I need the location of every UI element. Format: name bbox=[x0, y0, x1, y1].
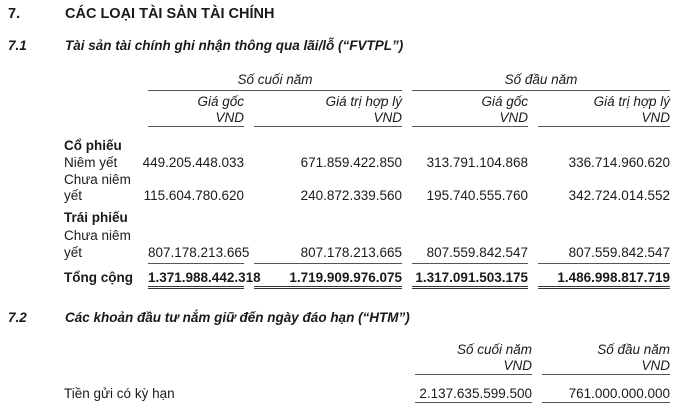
total-value: 1.719.909.976.075 bbox=[254, 270, 402, 289]
htm-row-label: Tiền gửi có kỳ hạn bbox=[64, 386, 175, 401]
col-header: Giá trị hợp lý VND bbox=[538, 94, 670, 127]
col-header-unit: VND bbox=[373, 110, 402, 125]
htm-col-header: Số cuối năm VND bbox=[415, 342, 532, 375]
col-header-unit: VND bbox=[641, 110, 670, 125]
subsection-number: 7.1 bbox=[8, 38, 27, 53]
unlisted-label: Chưa niêm bbox=[64, 172, 131, 187]
section-number: 7. bbox=[8, 6, 21, 22]
col-header-label: Giá gốc bbox=[481, 94, 528, 109]
section-title: CÁC LOẠI TÀI SẢN TÀI CHÍNH bbox=[65, 6, 275, 22]
listed-value: 336.714.960.620 bbox=[568, 155, 670, 170]
bonds-unlisted-label: yết bbox=[64, 245, 83, 260]
col-header-label: Giá trị hợp lý bbox=[593, 94, 670, 109]
unlisted-value: 240.872.339.560 bbox=[300, 188, 402, 203]
bonds-value: 807.178.213.665 bbox=[254, 245, 402, 264]
col-header: Giá gốc VND bbox=[412, 94, 528, 127]
col-header-label: Số cuối năm bbox=[456, 342, 532, 357]
subsection-title: Các khoản đầu tư nắm giữ đến ngày đáo hạ… bbox=[65, 310, 410, 325]
htm-row-value: 761.000.000.000 bbox=[542, 386, 670, 403]
col-header-label: Giá gốc bbox=[197, 94, 244, 109]
subsection-number: 7.2 bbox=[8, 310, 27, 325]
subsection-title: Tài sản tài chính ghi nhận thông qua lãi… bbox=[65, 38, 404, 53]
unlisted-label: yết bbox=[64, 188, 83, 203]
unlisted-value: 342.724.014.552 bbox=[568, 188, 670, 203]
listed-value: 313.791.104.868 bbox=[426, 155, 528, 170]
bonds-value: 807.559.842.547 bbox=[538, 245, 670, 264]
col-header: Giá gốc VND bbox=[148, 94, 244, 127]
total-value: 1.317.091.503.175 bbox=[412, 270, 528, 289]
htm-col-header: Số đầu năm VND bbox=[542, 342, 670, 375]
col-header-unit: VND bbox=[215, 110, 244, 125]
col-header-unit: VND bbox=[499, 110, 528, 125]
total-value: 1.371.988.442.318 bbox=[148, 270, 261, 289]
unlisted-value: 115.604.780.620 bbox=[143, 188, 244, 203]
listed-label: Niêm yết bbox=[64, 155, 118, 170]
col-header-unit: VND bbox=[641, 358, 670, 373]
col-header: Giá trị hợp lý VND bbox=[254, 94, 402, 127]
listed-value: 671.859.422.850 bbox=[300, 155, 402, 170]
stocks-label: Cổ phiếu bbox=[64, 138, 122, 153]
bonds-label: Trái phiếu bbox=[64, 210, 128, 225]
total-label: Tổng cộng bbox=[64, 270, 133, 285]
unlisted-value: 195.740.555.760 bbox=[426, 188, 528, 203]
bonds-unlisted-label: Chưa niêm bbox=[64, 228, 131, 243]
col-header-label: Giá trị hợp lý bbox=[325, 94, 402, 109]
col-header-label: Số đầu năm bbox=[597, 342, 670, 357]
bonds-value: 807.178.213.665 bbox=[148, 245, 249, 264]
htm-row-value: 2.137.635.599.500 bbox=[415, 386, 532, 403]
group-header-end: Số cuối năm bbox=[148, 72, 402, 91]
group-header-start: Số đầu năm bbox=[412, 72, 670, 91]
col-header-unit: VND bbox=[503, 358, 532, 373]
bonds-value: 807.559.842.547 bbox=[412, 245, 528, 264]
total-value: 1.486.998.817.719 bbox=[538, 270, 670, 289]
listed-value: 449.205.448.033 bbox=[142, 155, 244, 170]
